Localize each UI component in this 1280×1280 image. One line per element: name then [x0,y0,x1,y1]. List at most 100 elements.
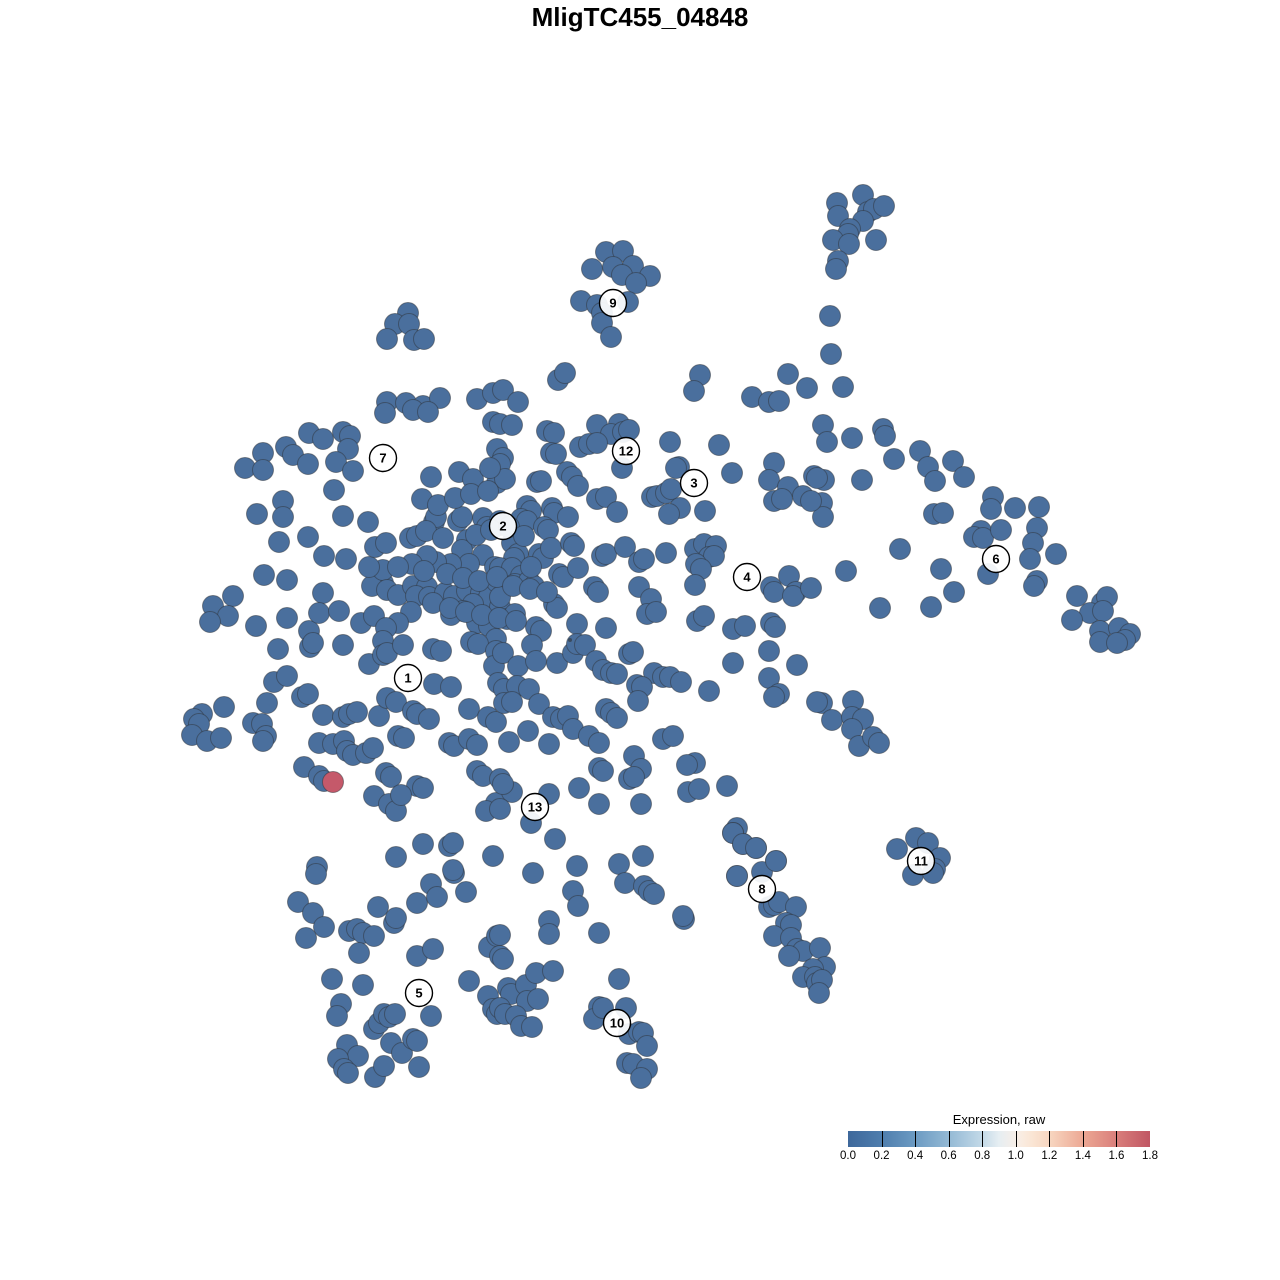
data-point [374,402,396,424]
data-point [406,892,428,914]
data-point [786,654,808,676]
data-point [420,466,442,488]
cluster-label-1: 1 [393,663,423,693]
data-point [768,390,790,412]
data-point [455,881,477,903]
cluster-badge-number: 8 [758,882,765,897]
data-point [1019,548,1041,570]
data-point [567,557,589,579]
data-point [588,922,610,944]
legend-tick-label: 1.6 [1108,1150,1125,1162]
cluster-badge-number: 5 [415,986,422,1001]
data-point [387,556,409,578]
data-point [614,872,636,894]
data-point [297,526,319,548]
data-point [1106,632,1128,654]
cluster-badge-circle [393,663,423,693]
data-point [771,488,793,510]
data-point [358,556,380,578]
cluster-badge-number: 1 [404,671,411,686]
legend-tick-label: 1.2 [1041,1150,1058,1162]
data-point [376,328,398,350]
data-point [812,506,834,528]
data-point [943,581,965,603]
data-point [665,457,687,479]
data-point [538,923,560,945]
data-point [210,727,232,749]
data-point [595,486,617,508]
data-point [522,862,544,884]
cluster-label-7: 7 [368,443,398,473]
data-point [256,692,278,714]
data-point [623,766,645,788]
data-point [326,1005,348,1027]
data-point [874,425,896,447]
data-point [323,479,345,501]
data-point [694,500,716,522]
legend-tick-mark [982,1131,984,1147]
data-point [458,970,480,992]
data-point [630,1067,652,1089]
cluster-badge-number: 9 [609,296,616,311]
data-point [357,511,379,533]
data-point [308,602,330,624]
data-point [587,581,609,603]
data-point [222,585,244,607]
data-point [252,730,274,752]
data-point [346,701,368,723]
data-point [734,615,756,637]
data-point [312,428,334,450]
data-point [722,652,744,674]
data-point [479,457,501,479]
plot-title: MligTC455_04848 [531,2,749,32]
data-point [489,798,511,820]
data-point [393,727,415,749]
data-point [796,377,818,399]
data-point [412,777,434,799]
data-point [683,380,705,402]
legend-tick-label: 0.0 [840,1150,856,1162]
data-point [745,837,767,859]
cluster-badge-circle [611,436,641,466]
data-point [832,376,854,398]
data-point [1061,609,1083,631]
data-point [672,905,694,927]
data-point [507,391,529,413]
data-point [546,597,568,619]
data-point [1045,543,1067,565]
cluster-label-2: 2 [488,511,518,541]
data-point [763,686,785,708]
data-point [380,766,402,788]
data-point [363,925,385,947]
cluster-badge-number: 7 [379,451,386,466]
data-point [530,470,552,492]
data-point [494,468,516,490]
cluster-badge-circle [981,544,1011,574]
data-point [392,634,414,656]
data-point [384,1003,406,1025]
data-point [252,459,274,481]
data-point [883,448,905,470]
cluster-badge-number: 6 [992,552,999,567]
data-point [287,891,309,913]
data-point [778,945,800,967]
data-point [485,711,507,733]
data-point [851,469,873,491]
data-point [337,1062,359,1084]
data-point [990,519,1012,541]
data-point [765,850,787,872]
data-point [630,793,652,815]
data-point [606,501,628,523]
data-point [373,1055,395,1077]
data-point [492,642,514,664]
legend-tick-labels: 0.0 0.2 0.4 0.6 0.8 1.0 1.2 1.4 1.6 1.8 [840,1150,1158,1165]
cluster-badge-number: 11 [914,854,928,869]
data-point [332,505,354,527]
data-point [758,469,780,491]
legend-tick-label: 0.2 [873,1150,890,1162]
data-point [588,793,610,815]
data-point [625,272,647,294]
data-point [568,777,590,799]
data-point [542,960,564,982]
data-point [566,613,588,635]
